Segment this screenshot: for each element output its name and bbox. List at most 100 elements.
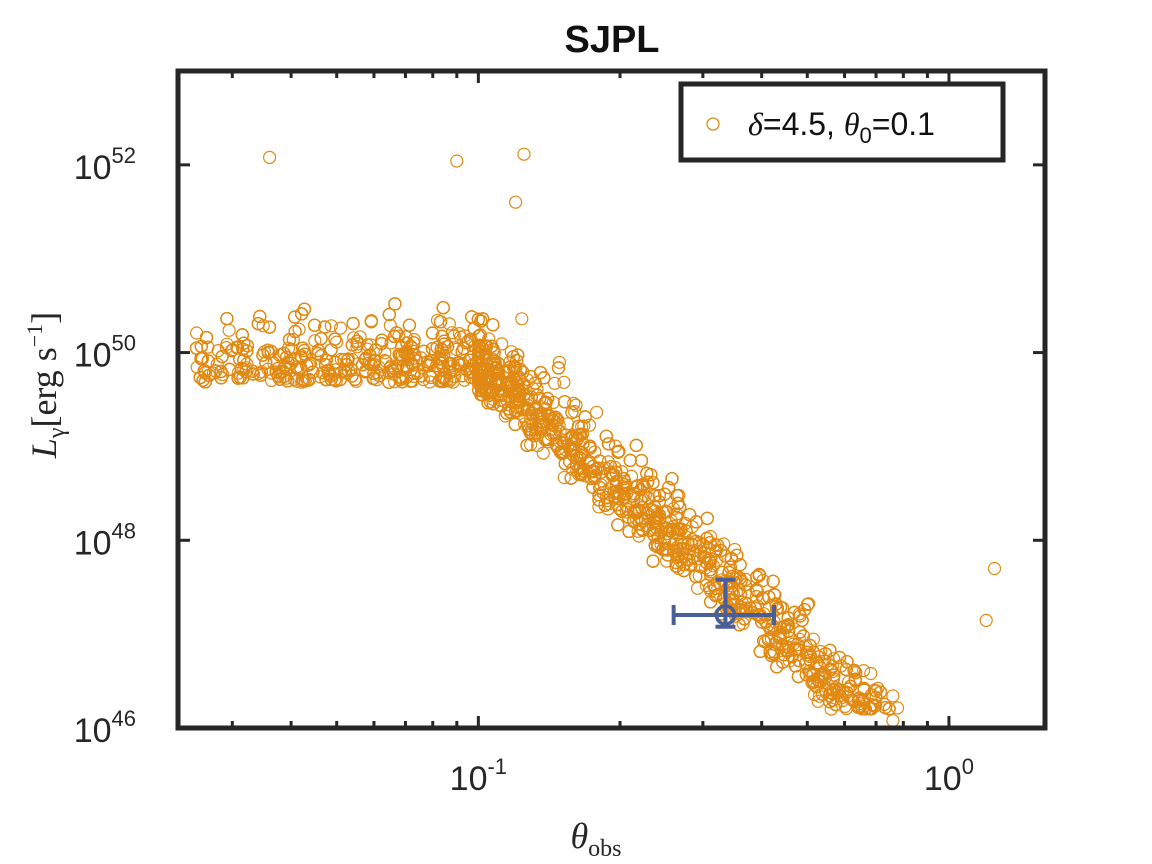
scatter-point	[635, 522, 649, 536]
scatter-point	[823, 643, 837, 657]
scatter-point	[793, 625, 807, 639]
scatter-point	[826, 693, 840, 707]
scatter-point	[562, 454, 577, 468]
scatter-point	[480, 387, 494, 401]
scatter-point	[658, 530, 672, 545]
scatter-point	[557, 470, 571, 485]
scatter-point	[474, 364, 488, 378]
scatter-point	[589, 405, 604, 419]
svg-text:Lγ[erg s−1]: Lγ[erg s−1]	[22, 312, 70, 459]
scatter-point	[253, 309, 267, 324]
scatter-point	[565, 405, 579, 419]
scatter-point	[408, 348, 422, 362]
scatter-point	[607, 485, 621, 499]
y-axis-label: Lγ[erg s−1]	[22, 312, 70, 459]
scatter-point	[288, 310, 302, 324]
scatter-point	[674, 535, 688, 550]
scatter-point	[400, 359, 414, 374]
scatter-point	[455, 345, 469, 359]
scatter-point	[316, 366, 330, 380]
scatter-point	[397, 359, 411, 373]
scatter-point	[587, 470, 601, 484]
scatter-point	[847, 663, 861, 678]
scatter-point	[635, 501, 649, 515]
scatter-point	[669, 559, 683, 573]
scatter-point	[360, 342, 374, 356]
scatter-point	[648, 538, 662, 553]
scatter-point	[660, 543, 674, 557]
scatter-point	[671, 496, 685, 510]
scatter-point	[814, 674, 828, 689]
scatter-point	[824, 702, 838, 716]
scatter-point	[402, 318, 416, 332]
scatter-point	[297, 302, 311, 316]
scatter-point	[471, 312, 485, 326]
chart-title: SJPL	[564, 19, 659, 61]
scatter-point	[647, 514, 661, 528]
scatter-point	[703, 563, 717, 577]
scatter-point	[551, 361, 566, 375]
scatter-point	[194, 352, 208, 366]
scatter-point	[525, 406, 539, 420]
scatter-point	[355, 358, 370, 372]
x-tick-label: 10-1	[450, 754, 507, 798]
scatter-point	[839, 662, 853, 677]
scatter-point	[703, 581, 717, 595]
scatter-point	[487, 346, 501, 360]
scatter-point	[373, 369, 387, 383]
scatter-point	[777, 620, 791, 634]
x-axis-subscript: obs	[588, 836, 621, 862]
scatter-point	[677, 563, 691, 578]
scatter-point	[623, 453, 637, 467]
scatter-point	[613, 502, 627, 516]
scatter-point	[318, 358, 333, 372]
scatter-point	[520, 438, 534, 452]
scatter-point	[319, 353, 333, 367]
scatter-point	[574, 445, 589, 459]
scatter-point	[474, 388, 488, 402]
scatter-point	[314, 332, 328, 346]
scatter-point	[382, 365, 396, 379]
scatter-point	[457, 341, 471, 355]
scatter-point	[575, 427, 589, 441]
scatter-point	[772, 630, 786, 644]
scatter-point	[387, 329, 402, 343]
scatter-point	[378, 346, 392, 360]
scatter-point	[340, 353, 355, 367]
scatter-point	[193, 371, 207, 385]
scatter-point	[515, 312, 529, 326]
scatter-point	[573, 428, 588, 442]
scatter-point	[490, 364, 505, 378]
scatter-point	[201, 354, 215, 368]
y-tick-label: 1052	[74, 143, 136, 187]
svg-text:θobs: θobs	[570, 816, 621, 862]
scatter-point	[522, 422, 536, 436]
scatter-point	[840, 655, 854, 669]
scatter-point	[369, 343, 383, 357]
scatter-point	[634, 454, 649, 468]
scatter-point	[593, 454, 607, 468]
scatter-point	[288, 324, 302, 339]
scatter-point	[663, 523, 677, 538]
scatter-point	[547, 376, 562, 390]
scatter-point	[263, 150, 277, 164]
y-axis-symbol: L	[24, 438, 64, 459]
scatter-point	[827, 668, 841, 682]
scatter-point	[658, 504, 673, 518]
scatter-point	[816, 668, 830, 682]
scatter-point	[647, 500, 662, 514]
scatter-point	[220, 312, 234, 326]
scatter-point	[640, 466, 654, 480]
scatter-point	[756, 592, 771, 606]
scatter-point	[524, 390, 538, 404]
scatter-point	[196, 373, 210, 387]
scatter-point	[308, 334, 322, 348]
scatter-point	[650, 537, 665, 551]
scatter-point	[749, 582, 764, 597]
scatter-point	[646, 476, 660, 490]
scatter-point	[869, 684, 883, 698]
scatter-point	[296, 341, 310, 355]
scatter-point	[209, 364, 223, 378]
scatter-point	[627, 513, 641, 528]
